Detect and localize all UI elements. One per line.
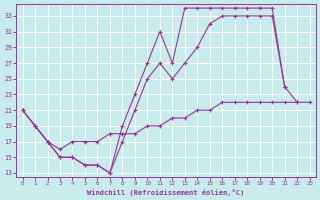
X-axis label: Windchill (Refroidissement éolien,°C): Windchill (Refroidissement éolien,°C) (87, 189, 245, 196)
